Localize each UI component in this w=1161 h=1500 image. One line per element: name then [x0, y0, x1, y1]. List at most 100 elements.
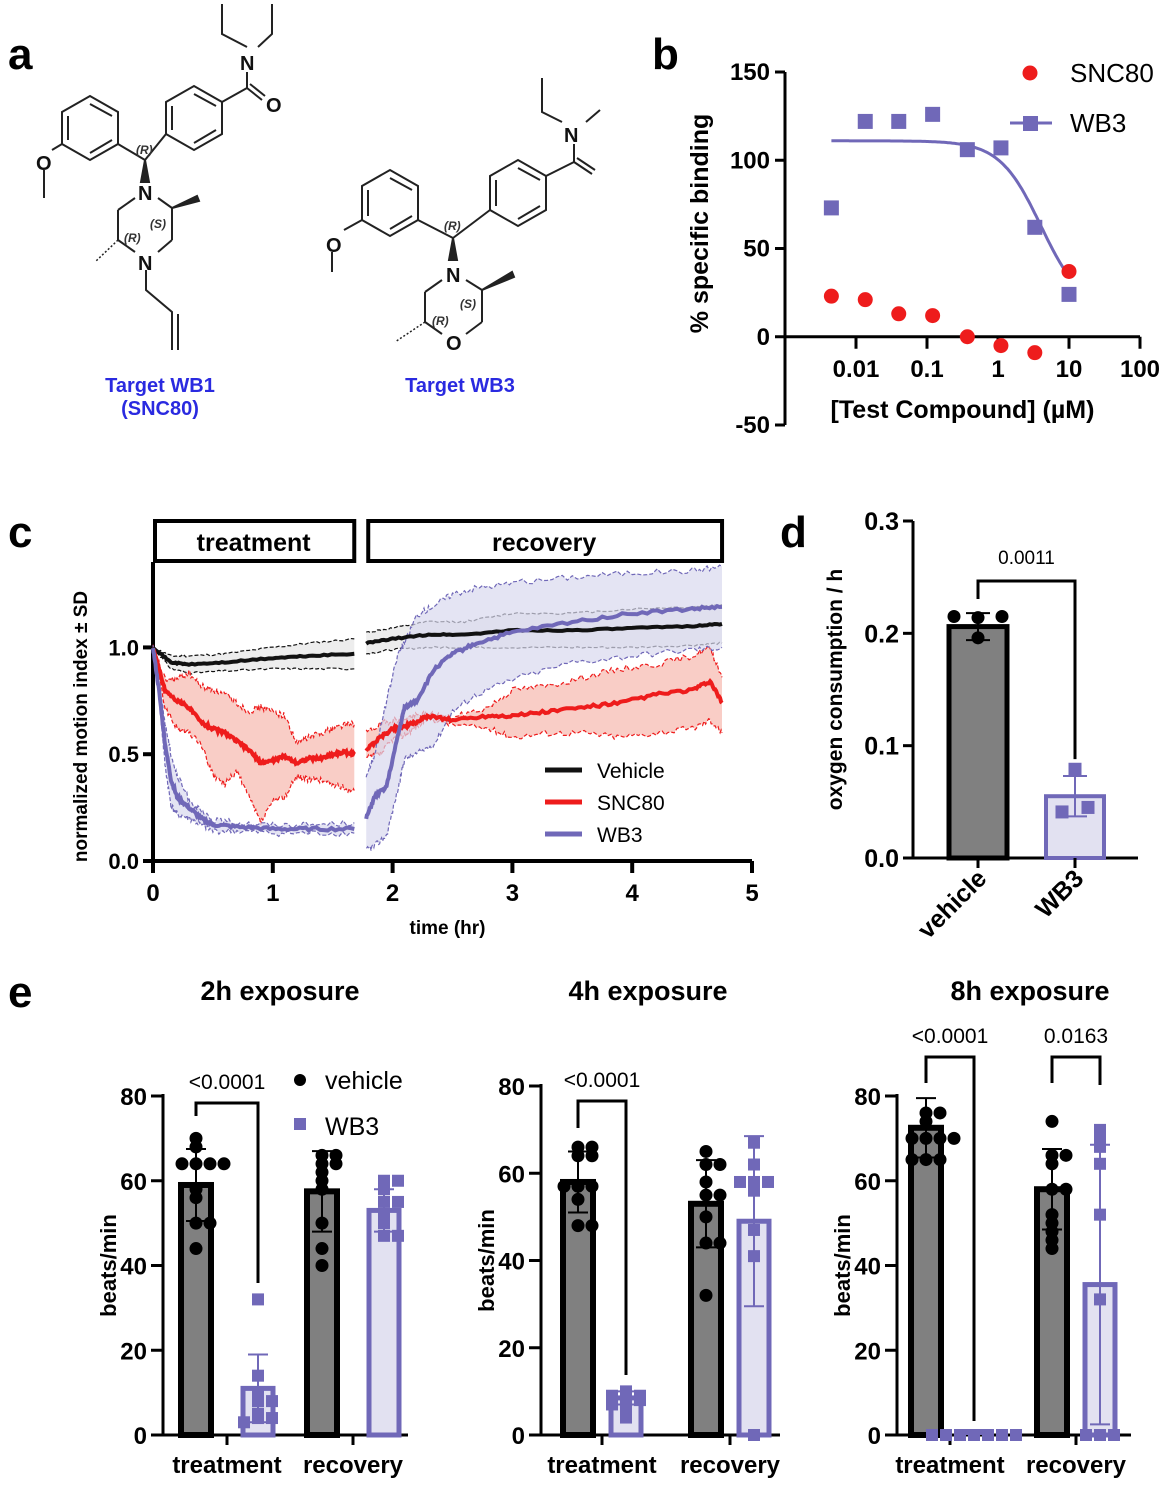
- x-tick-label: treatment: [547, 1452, 656, 1479]
- y-tick-label: 60: [120, 1169, 147, 1196]
- data-point-wb3: [982, 1429, 994, 1441]
- data-point-vehicle: [571, 1192, 585, 1206]
- p-value-label: 0.0163: [1044, 1025, 1108, 1048]
- y-tick-label: 0.3: [864, 508, 899, 536]
- data-point-vehicle: [571, 1149, 585, 1163]
- atom-n-amide: N: [240, 53, 254, 75]
- data-point-wb3: [392, 1195, 404, 1208]
- x-tick-label: 0.01: [833, 356, 880, 383]
- legend-label-vehicle: Vehicle: [597, 760, 665, 783]
- legend-label-snc80: SNC80: [1070, 58, 1154, 88]
- data-point-snc80: [993, 338, 1009, 354]
- molecule-subname: (SNC80): [121, 398, 199, 420]
- data-point-wb3: [392, 1174, 404, 1187]
- legend-marker-wb3: [1023, 116, 1038, 131]
- y-tick-label: 50: [743, 236, 770, 263]
- atom-o-carbonyl: O: [266, 95, 282, 117]
- data-point-vehicle: [713, 1188, 727, 1202]
- data-point-vehicle: [905, 1153, 919, 1167]
- phase-label: recovery: [492, 529, 596, 557]
- data-point-vehicle: [315, 1242, 329, 1256]
- y-tick-label: 0.5: [108, 742, 139, 767]
- x-tick-label: 5: [745, 880, 758, 907]
- data-point-vehicle: [585, 1179, 599, 1193]
- y-tick-label: 0.1: [864, 733, 899, 761]
- sd-lower-wb3: [366, 645, 723, 851]
- y-axis-label: % specific binding: [686, 114, 714, 333]
- y-tick-label: 60: [854, 1169, 881, 1196]
- data-point-vehicle: [315, 1259, 329, 1272]
- data-point-vehicle: [919, 1114, 933, 1128]
- data-point-wb3: [748, 1136, 760, 1149]
- data-point-wb3: [996, 1429, 1008, 1441]
- y-tick-label: 150: [730, 59, 770, 86]
- data-point-vehicle: [329, 1157, 343, 1171]
- data-point-vehicle: [933, 1106, 947, 1120]
- data-point-wb3: [1055, 805, 1069, 819]
- panel-letter-b: b: [652, 30, 679, 79]
- significance-bracket: [976, 579, 1077, 760]
- y-axis-label: normalized motion index ± SD: [71, 591, 92, 862]
- y-tick-label: 20: [120, 1338, 147, 1365]
- phase-label: treatment: [197, 529, 312, 557]
- y-tick-label: 0.2: [864, 620, 899, 648]
- data-point-vehicle: [1045, 1157, 1059, 1171]
- panel-letter-d: d: [780, 508, 807, 557]
- bar-vehicle: [946, 624, 1010, 861]
- y-tick-label: 40: [498, 1249, 525, 1276]
- data-point-vehicle: [713, 1236, 727, 1250]
- data-point-wb3: [606, 1398, 618, 1411]
- y-tick-label: 80: [498, 1074, 525, 1101]
- data-point-wb3: [891, 113, 907, 129]
- data-point-vehicle: [557, 1179, 571, 1193]
- data-point-wb3: [1094, 1429, 1106, 1441]
- x-tick-label: 1: [991, 356, 1004, 383]
- y-tick-label: -50: [735, 412, 770, 439]
- data-point-wb3: [734, 1175, 746, 1188]
- stereo-label: (S): [460, 297, 476, 311]
- data-point-wb3: [238, 1416, 250, 1429]
- data-point-wb3: [959, 142, 975, 158]
- data-point-wb3: [748, 1429, 760, 1441]
- data-point-wb3: [823, 200, 839, 216]
- data-point-wb3: [620, 1411, 632, 1424]
- data-point-vehicle: [189, 1242, 203, 1256]
- legend-label-wb3: WB3: [325, 1113, 379, 1141]
- data-point-wb3: [926, 1429, 938, 1441]
- data-point-snc80: [1061, 263, 1077, 279]
- data-point-vehicle: [699, 1175, 713, 1189]
- fit-curve-wb3: [831, 139, 1070, 277]
- data-point-snc80: [857, 292, 873, 308]
- data-point-vehicle: [189, 1216, 203, 1230]
- sd-band-snc80: [366, 645, 722, 758]
- data-point-vehicle: [189, 1191, 203, 1205]
- subchart-title: 2h exposure: [200, 976, 359, 1006]
- sd-lower-snc80: [366, 713, 723, 759]
- atom-o-methoxy: O: [326, 235, 342, 257]
- stereo-label: (R): [444, 219, 461, 233]
- molecule-label-wb1: Target WB1 (SNC80): [80, 375, 240, 421]
- data-point-vehicle: [217, 1157, 231, 1171]
- data-point-vehicle: [971, 611, 985, 625]
- data-point-wb3: [857, 113, 873, 129]
- mean-line-wb3: [364, 603, 723, 820]
- data-point-wb3: [252, 1395, 264, 1408]
- data-point-wb3: [1080, 1429, 1092, 1441]
- data-point-wb3: [1094, 1140, 1106, 1153]
- data-point-vehicle: [933, 1131, 947, 1145]
- data-point-wb3: [1081, 800, 1095, 814]
- stereo-label: (R): [432, 314, 449, 328]
- y-axis-label: oxygen consumption / h: [824, 569, 847, 811]
- data-point-wb3: [748, 1184, 760, 1197]
- data-point-wb3: [392, 1229, 404, 1242]
- data-point-vehicle: [175, 1157, 189, 1171]
- legend-label-wb3: WB3: [1070, 108, 1126, 138]
- panel-letter-a: a: [8, 30, 33, 79]
- y-axis-label: beats/min: [96, 1214, 121, 1317]
- y-tick-label: 0: [134, 1423, 147, 1450]
- data-point-wb3: [1010, 1429, 1022, 1441]
- sd-upper-vehicle: [152, 637, 355, 658]
- data-point-vehicle: [933, 1153, 947, 1167]
- atom-n-ring-1: N: [138, 183, 152, 205]
- bar-wb3-recovery: [366, 1207, 402, 1438]
